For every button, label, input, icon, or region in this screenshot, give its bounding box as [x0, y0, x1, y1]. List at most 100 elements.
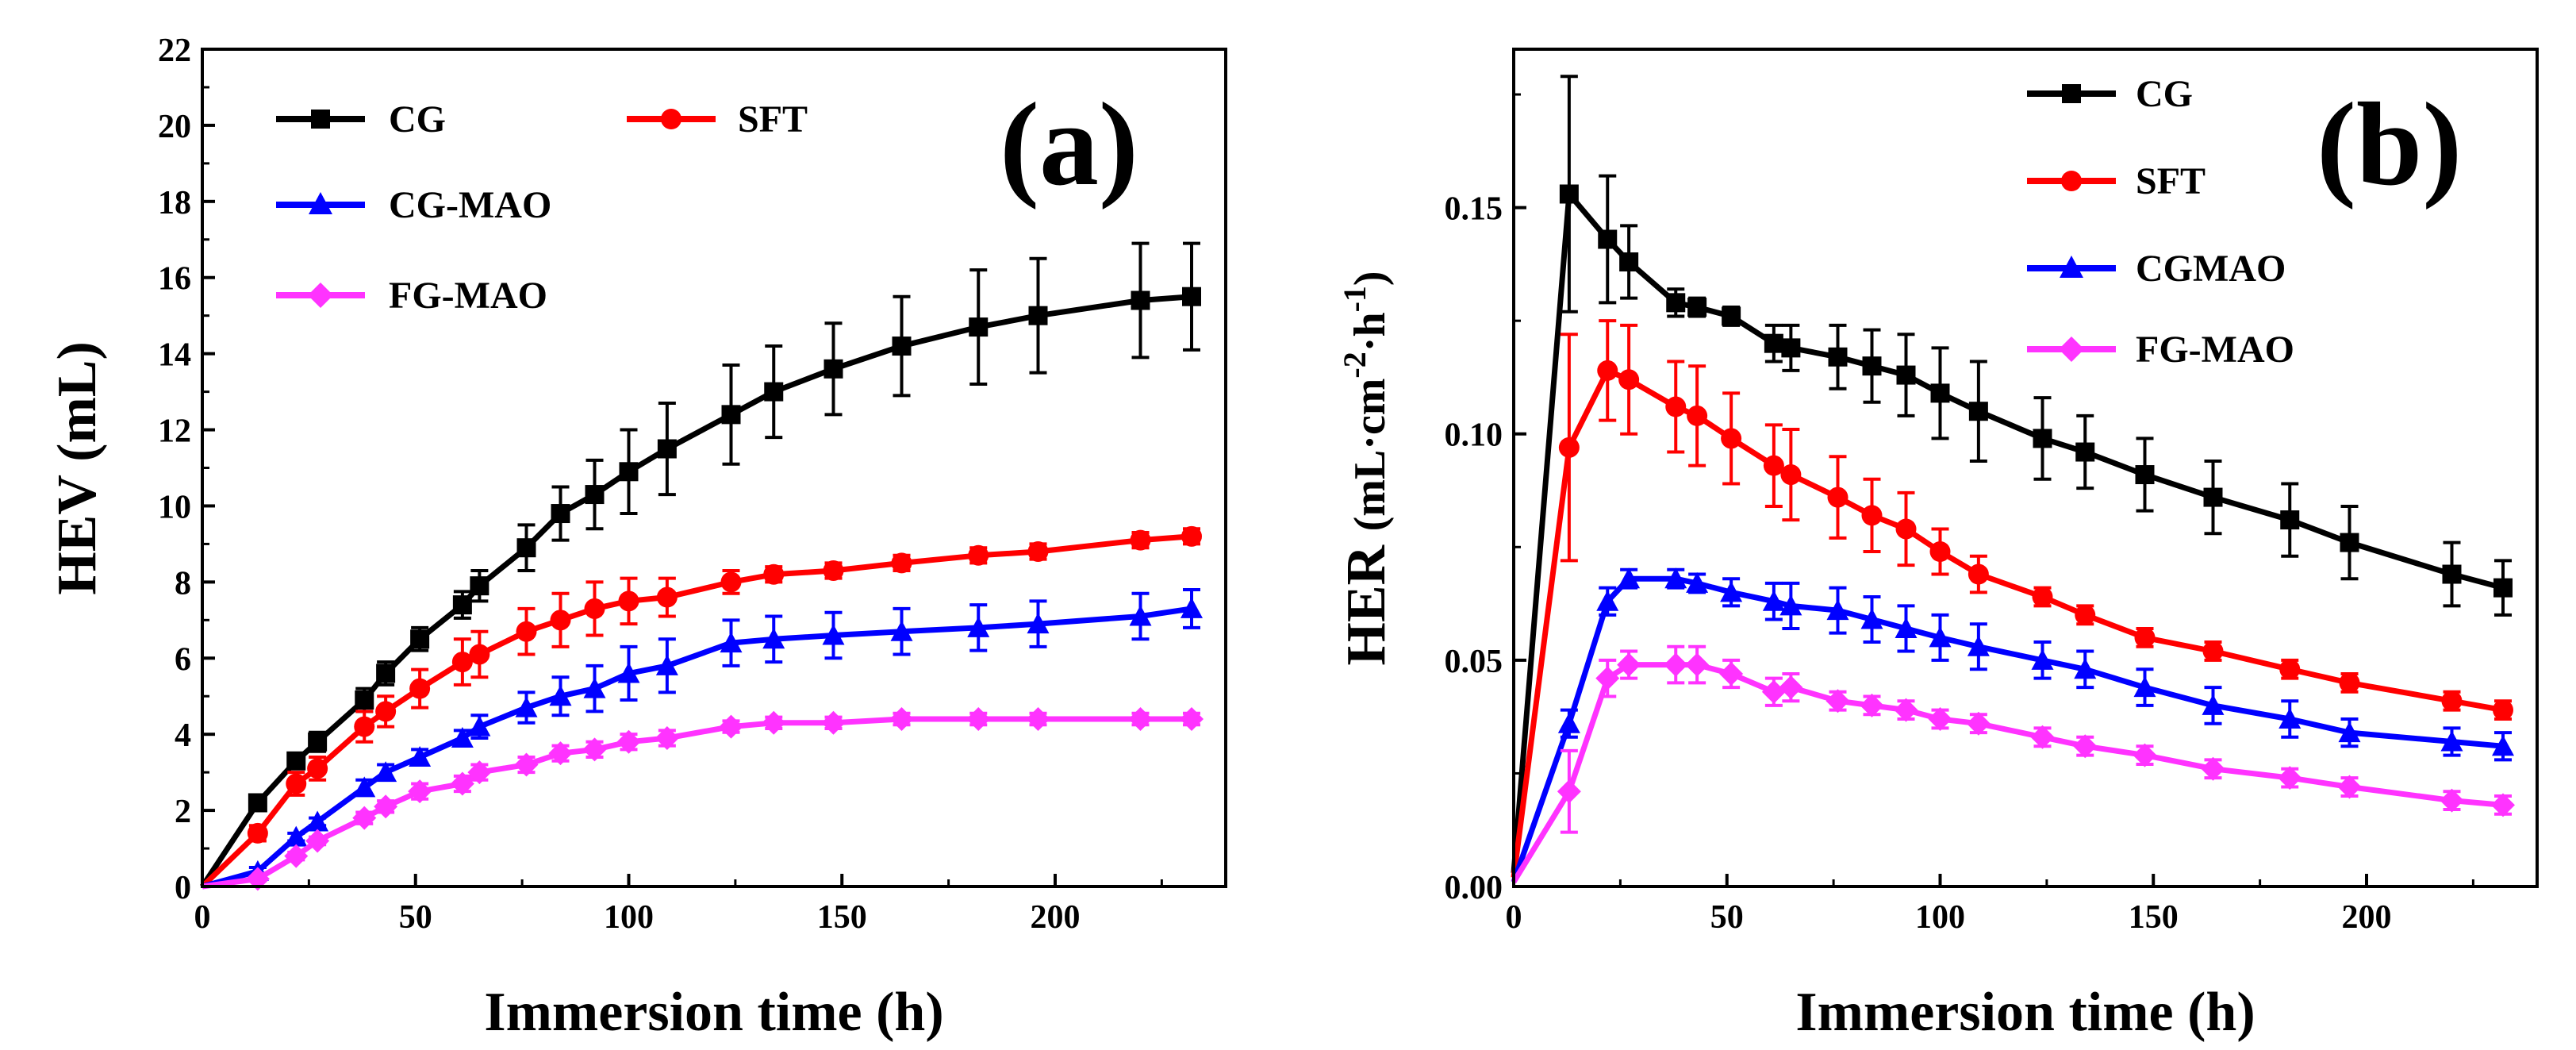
data-point	[1720, 581, 1743, 602]
data-point	[408, 779, 432, 804]
x-tick-label: 50	[1710, 899, 1744, 936]
data-point	[2442, 564, 2462, 584]
data-point	[2032, 587, 2053, 608]
data-point	[1721, 428, 1742, 449]
svg-text:SFT: SFT	[738, 98, 808, 140]
y-tick-label: 0.15	[1445, 191, 1503, 228]
data-point	[352, 806, 377, 830]
series-a-fg-mao	[202, 707, 1204, 891]
data-point	[1779, 594, 1802, 616]
y-tick-label: 0	[175, 870, 191, 906]
legend-a-sft: SFT	[627, 98, 808, 140]
data-point	[353, 776, 376, 798]
series-a-cg-mao	[202, 587, 1203, 890]
panel-b-xlabel: Immersion time (h)	[1795, 982, 2255, 1043]
data-point	[2491, 793, 2515, 817]
data-point	[284, 844, 309, 868]
data-point	[656, 587, 678, 608]
data-point	[1779, 675, 1803, 700]
data-point	[657, 439, 677, 459]
data-point	[409, 745, 432, 767]
x-tick-label: 0	[194, 899, 211, 936]
legend-b-sft: SFT	[2027, 160, 2206, 202]
series-line	[200, 294, 1192, 888]
svg-text:CG-MAO: CG-MAO	[389, 184, 551, 226]
data-point	[248, 793, 267, 813]
data-point	[762, 628, 785, 649]
data-point	[469, 644, 490, 665]
data-point	[2201, 756, 2225, 781]
series-a-sft	[200, 525, 1202, 889]
data-point	[2133, 676, 2156, 698]
data-point	[1665, 396, 1687, 417]
y-tick-label: 14	[158, 337, 191, 374]
svg-text:FG-MAO: FG-MAO	[2136, 329, 2294, 371]
panel-a-legend: CG SFT CG-MAO FG-MAO	[276, 98, 808, 317]
y-tick-label: 10	[158, 489, 191, 525]
data-point	[582, 737, 607, 762]
data-point	[1687, 405, 1708, 426]
data-point	[1596, 590, 1619, 611]
data-point	[617, 662, 640, 683]
data-point	[1664, 567, 1687, 589]
data-point	[1719, 661, 1744, 686]
series-line	[1511, 191, 2504, 874]
data-point	[969, 317, 989, 337]
data-point	[1618, 567, 1641, 589]
y-tick-label: 20	[158, 109, 191, 145]
series-b-cg	[1511, 75, 2513, 874]
data-point	[655, 725, 679, 750]
data-point	[1180, 707, 1204, 731]
x-tick-label: 150	[2129, 899, 2179, 936]
data-point	[655, 654, 678, 675]
data-point	[762, 710, 786, 735]
data-point	[1619, 252, 1639, 272]
data-point	[1685, 652, 1710, 677]
y-tick-label: 8	[175, 565, 191, 602]
data-point	[308, 732, 328, 752]
data-point	[286, 751, 306, 771]
data-point	[1764, 333, 1783, 353]
data-point	[966, 707, 991, 731]
data-point	[1028, 306, 1048, 325]
data-point	[1780, 464, 1802, 486]
series-line	[202, 606, 1192, 890]
y-tick-label: 16	[158, 261, 191, 298]
data-point	[968, 544, 989, 566]
data-point	[967, 616, 990, 637]
data-point	[286, 773, 307, 794]
data-point	[719, 714, 743, 739]
data-point	[1895, 617, 1918, 638]
data-point	[1664, 652, 1688, 677]
data-point	[452, 595, 472, 615]
data-point	[1130, 529, 1151, 551]
svg-text:CG: CG	[389, 98, 446, 140]
data-point	[1666, 293, 1686, 313]
data-point	[1929, 541, 1951, 562]
data-point	[2340, 533, 2359, 552]
legend-b-cgmao: CGMAO	[2027, 248, 2286, 290]
data-point	[2279, 659, 2301, 680]
data-point	[890, 620, 913, 641]
data-point	[1781, 338, 1801, 358]
data-point	[247, 822, 268, 844]
data-point	[720, 571, 742, 593]
data-point	[1618, 369, 1640, 390]
data-point	[467, 760, 492, 785]
data-point	[355, 690, 374, 710]
y-tick-label: 0.00	[1445, 870, 1503, 906]
svg-text:FG-MAO: FG-MAO	[389, 275, 547, 317]
x-tick-label: 50	[399, 899, 432, 936]
data-point	[245, 867, 270, 891]
x-tick-label: 0	[1506, 899, 1522, 936]
data-point	[618, 590, 639, 612]
data-point	[1027, 541, 1049, 562]
data-point	[307, 758, 328, 779]
data-point	[2338, 721, 2361, 743]
data-point	[451, 652, 473, 673]
data-point	[1557, 712, 1580, 733]
x-tick-label: 100	[604, 899, 654, 936]
data-point	[516, 538, 536, 558]
data-point	[468, 715, 491, 737]
data-point	[2033, 429, 2052, 448]
